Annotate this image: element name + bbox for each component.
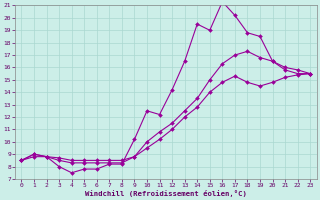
X-axis label: Windchill (Refroidissement éolien,°C): Windchill (Refroidissement éolien,°C) — [85, 190, 247, 197]
